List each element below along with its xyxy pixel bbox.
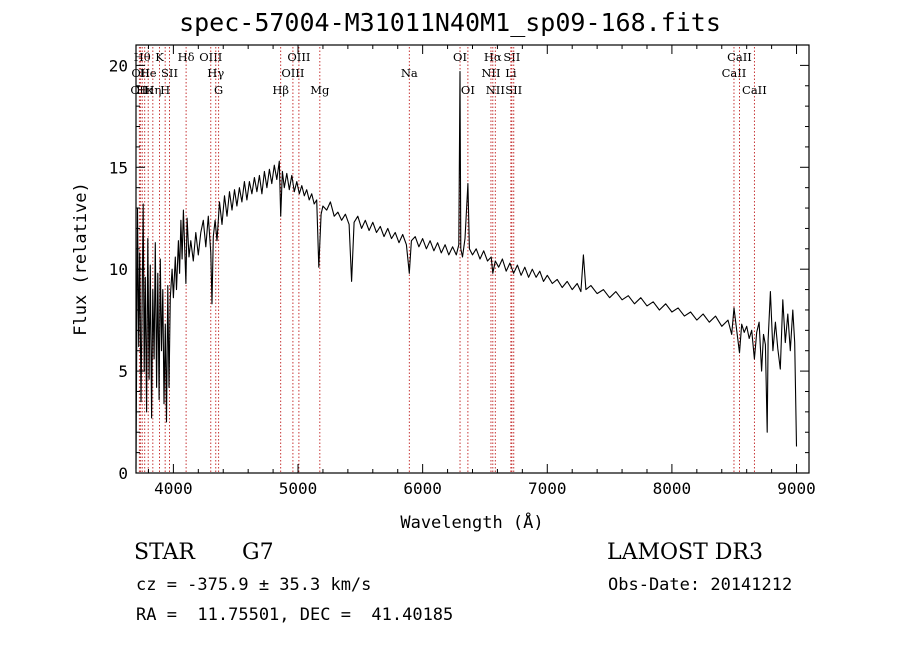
spectral-line-label: Hβ [272,83,289,97]
survey-release: LAMOST DR3 [607,540,763,565]
spectral-line-label: CaII [727,50,752,64]
coordinates: RA = 11.75501, DEC = 41.40185 [136,605,454,625]
spectral-line-label: CII [130,83,148,97]
spectrum-series [135,70,798,469]
x-tick-label: 7000 [528,479,567,498]
spectral-line-label: H [160,83,170,97]
spectral-line-label: CaII [742,83,767,97]
x-axis-label: Wavelength (Å) [400,511,543,533]
spectral-line-label: Hδ [178,50,195,64]
spectrum-line [135,70,798,469]
y-tick-label: 5 [118,362,128,381]
chart-title: spec-57004-M31011N40M1_sp09-168.fits [179,8,721,37]
spectral-line-label: Hη [144,83,161,97]
spectral-line-label: OIII [281,66,304,80]
spectral-line-label: Hθ [134,50,151,64]
spectral-line-label: OIII [199,50,222,64]
observation-date: Obs-Date: 20141212 [608,575,793,595]
plot-frame [135,44,810,474]
redshift-cz: cz = -375.9 ± 35.3 km/s [136,575,372,595]
x-tick-label: 4000 [154,479,193,498]
x-tick-label: 6000 [403,479,442,498]
object-class: STAR [134,540,195,565]
spectral-line-label: SII [161,66,178,80]
spectral-line-label: Li [505,66,517,80]
spectral-line-label: Hκ [136,83,154,97]
spectral-line-label: He [140,66,157,80]
spectral-line-label: OIII [287,50,310,64]
spectral-line-label: Hα [484,50,502,64]
object-subclass: G7 [242,540,274,565]
spectral-line-label: G [214,83,223,97]
x-tick-label: 8000 [653,479,692,498]
x-tick-label: 5000 [279,479,318,498]
spectral-line-label: SII [505,83,522,97]
spectral-line-label: Hγ [207,66,224,80]
y-tick-label: 10 [109,260,128,279]
y-axis-label: Flux (relative) [71,182,91,336]
x-tick-label: 9000 [777,479,816,498]
spectral-line-label: K [155,50,164,64]
spectral-line-label: Na [401,66,418,80]
spectral-line-label: NII [481,66,500,80]
spectral-line-label: Mg [310,83,330,97]
y-tick-label: 20 [109,56,128,75]
spectral-line-label: SII [503,50,520,64]
spectral-line-label: CaII [722,66,747,80]
spectral-line-label: NII [486,83,505,97]
y-tick-label: 0 [118,464,128,483]
axes: 4000 5000 6000 7000 8000 9000 0 5 10 15 20 [109,44,816,498]
spectral-line-label: OI [453,50,467,64]
y-tick-label: 15 [109,158,128,177]
spectral-line-label: OI [461,83,475,97]
